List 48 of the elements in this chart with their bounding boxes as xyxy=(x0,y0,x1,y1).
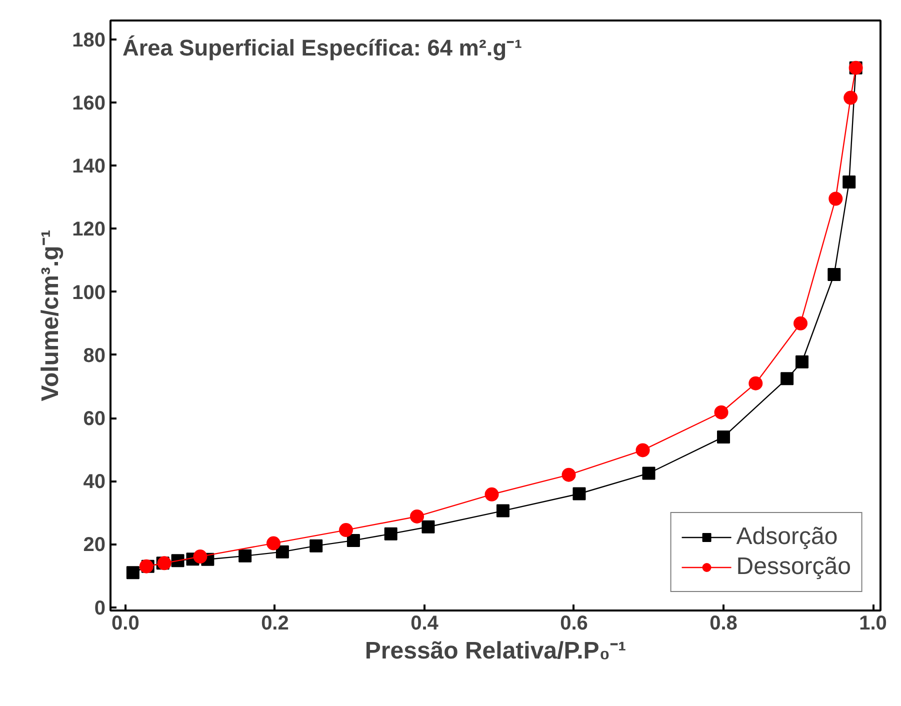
point xyxy=(828,268,841,281)
legend-label: Dessorção xyxy=(736,553,851,581)
point xyxy=(126,566,140,580)
point xyxy=(642,466,656,480)
point xyxy=(310,539,323,552)
y-tick-label: 180 xyxy=(72,29,106,52)
y-tick-label: 80 xyxy=(83,344,106,367)
point xyxy=(796,355,809,368)
point xyxy=(844,90,858,105)
x-tick-label: 1.0 xyxy=(859,612,887,634)
point xyxy=(496,504,510,518)
point xyxy=(780,372,794,386)
point xyxy=(193,550,208,564)
point xyxy=(410,509,424,524)
x-tick-label: 0.0 xyxy=(112,612,140,634)
point xyxy=(748,376,763,390)
x-axis-title: Pressão Relativa/P.P₀⁻¹ xyxy=(364,638,626,664)
y-axis-title: Volume/cm³.g⁻¹ xyxy=(37,230,64,402)
y-tick-label: 60 xyxy=(83,408,106,430)
point xyxy=(238,549,252,562)
point xyxy=(484,487,499,502)
y-tick-label: 40 xyxy=(83,471,106,494)
y-tick-label: 120 xyxy=(72,218,106,241)
point xyxy=(338,523,353,538)
point xyxy=(572,487,586,500)
y-tick-label: 20 xyxy=(83,534,106,556)
point xyxy=(562,468,576,482)
point xyxy=(422,520,435,534)
annotation: Área Superficial Específica: 64 m².g⁻¹ xyxy=(122,34,522,60)
point xyxy=(266,536,280,550)
x-tick-label: 0.8 xyxy=(710,612,738,634)
y-tick-label: 160 xyxy=(72,92,106,115)
x-tick-label: 0.4 xyxy=(410,612,440,634)
legend-label: Adsorção xyxy=(736,523,838,551)
point xyxy=(346,534,360,547)
point xyxy=(842,176,856,189)
point xyxy=(828,192,843,206)
point xyxy=(714,405,728,420)
y-tick-label: 140 xyxy=(72,156,106,178)
x-tick-label: 0.2 xyxy=(261,612,289,634)
y-tick-label: 0 xyxy=(94,597,106,620)
point xyxy=(717,430,730,444)
point xyxy=(794,316,808,330)
x-tick-label: 0.6 xyxy=(560,612,588,634)
point xyxy=(636,443,650,458)
point xyxy=(384,527,398,540)
point xyxy=(276,545,289,558)
y-tick-label: 100 xyxy=(72,282,106,304)
